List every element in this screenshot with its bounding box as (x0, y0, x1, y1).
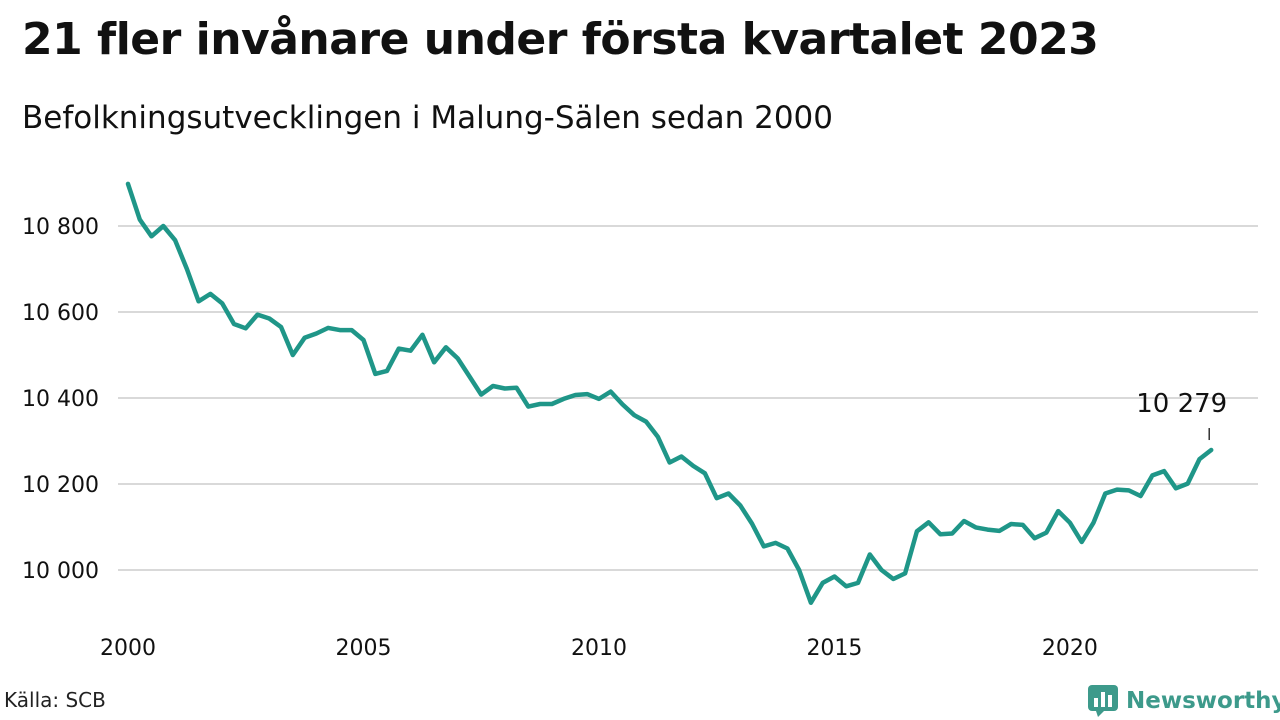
chart-title: 21 fler invånare under första kvartalet … (22, 14, 1099, 65)
series-line (125, 181, 1214, 605)
end-value-label: 10 279 (1136, 389, 1227, 419)
y-tick-label: 10 600 (22, 301, 99, 326)
y-tick-label: 10 000 (22, 559, 99, 584)
brand-logo-link[interactable]: Newsworthy (1088, 684, 1280, 718)
source-note: Källa: SCB (4, 688, 106, 712)
x-tick-label: 2010 (571, 636, 627, 661)
bar-chart-speech-bubble-icon (1088, 685, 1118, 717)
chart-subtitle: Befolkningsutvecklingen i Malung-Sälen s… (22, 100, 833, 136)
x-tick-label: 2020 (1042, 636, 1098, 661)
x-tick-label: 2005 (335, 636, 391, 661)
x-tick-label: 2000 (100, 636, 156, 661)
y-tick-label: 10 400 (22, 387, 99, 412)
y-tick-label: 10 200 (22, 473, 99, 498)
x-tick-label: 2015 (806, 636, 862, 661)
y-tick-label: 10 800 (22, 215, 99, 240)
brand-name: Newsworthy (1126, 688, 1280, 714)
